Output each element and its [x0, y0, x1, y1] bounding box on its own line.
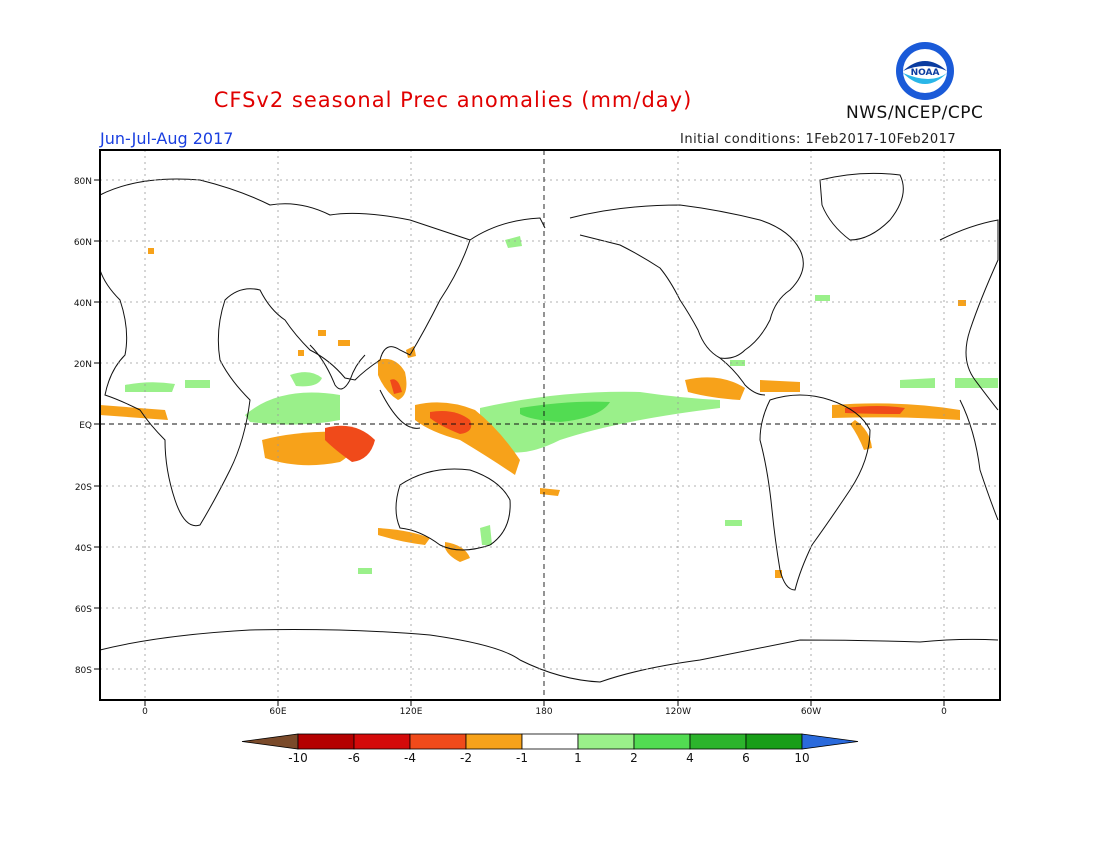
lon-label: 120W: [665, 707, 691, 717]
lat-label: EQ: [79, 421, 92, 431]
colorbar-min-arrow: [241, 733, 299, 750]
agency-label: NWS/NCEP/CPC: [846, 103, 984, 123]
colorbar-label: 2: [630, 751, 638, 765]
colorbar-max-arrow: [801, 733, 859, 750]
colorbar-swatch: [745, 733, 803, 750]
colorbar-label: -10: [288, 751, 308, 765]
lon-label: 60W: [801, 707, 821, 717]
reference-lines: [100, 150, 1000, 700]
lat-label: 80N: [74, 177, 92, 187]
initial-conditions-label: Initial conditions: 1Feb2017-10Feb2017: [680, 132, 957, 147]
colorbar-swatch: [689, 733, 747, 750]
lon-label: 60E: [269, 707, 286, 717]
colorbar-swatch: [521, 733, 579, 750]
lat-label: 20S: [75, 483, 92, 493]
colorbar-label: -6: [348, 751, 360, 765]
lat-label: 80S: [75, 666, 92, 676]
lat-label: 60S: [75, 605, 92, 615]
colorbar-label: 6: [742, 751, 750, 765]
colorbar-swatch: [633, 733, 691, 750]
colorbar-swatch: [465, 733, 523, 750]
lon-label: 120E: [400, 707, 423, 717]
lon-label: 0: [941, 707, 947, 717]
chart-title: CFSv2 seasonal Prec anomalies (mm/day): [213, 88, 693, 112]
map-frame: [99, 149, 1001, 701]
latitude-labels: 80N 60N 40N 20N EQ 20S 40S 60S 80S: [74, 177, 92, 676]
grid: [100, 150, 1000, 700]
colorbar-swatch: [577, 733, 635, 750]
lon-label: 180: [535, 707, 552, 717]
lat-label: 40N: [74, 299, 92, 309]
lat-label: 20N: [74, 360, 92, 370]
colorbar-label: -4: [404, 751, 416, 765]
colorbar-swatch: [409, 733, 467, 750]
longitude-labels: 0 60E 120E 180 120W 60W 0: [142, 707, 947, 717]
lon-label: 0: [142, 707, 148, 717]
colorbar-swatch: [353, 733, 411, 750]
colorbar-label: 4: [686, 751, 694, 765]
logo-text: NOAA: [911, 68, 940, 78]
lat-label: 60N: [74, 238, 92, 248]
coastlines: [99, 172, 999, 683]
colorbar-label: -1: [516, 751, 528, 765]
colorbar-label: 1: [574, 751, 582, 765]
colorbar: -10 -6 -4 -2 -1 1 2 4 6 10: [241, 733, 859, 765]
colorbar-swatch: [297, 733, 355, 750]
colorbar-label: 10: [794, 751, 809, 765]
noaa-logo: NOAA: [896, 42, 954, 100]
season-label: Jun-Jul-Aug 2017: [100, 129, 234, 148]
anomaly-fields: [100, 236, 998, 578]
lat-label: 40S: [75, 544, 92, 554]
colorbar-label: -2: [460, 751, 472, 765]
